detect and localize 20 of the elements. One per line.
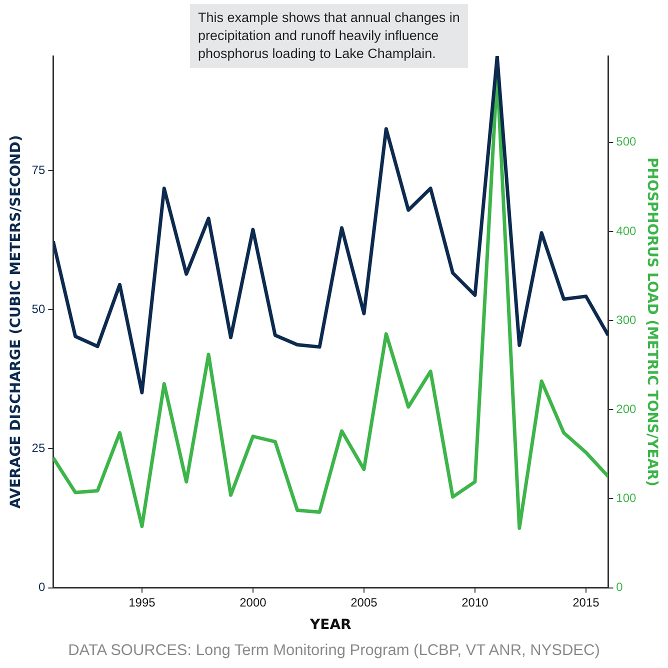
y-tick-label: 50 bbox=[32, 302, 46, 316]
text: DATA SOURCES: Long Term Monitoring Program (LCBP, VT ANR, NYSDEC) bbox=[67, 642, 601, 660]
y-tick-label: 0 bbox=[38, 580, 46, 594]
x-tick-label: 2005 bbox=[350, 595, 378, 610]
y2-axis-title: PHOSPHORUS LOAD (METRIC TONS/YEAR) bbox=[644, 157, 660, 486]
y2-tick-label: 100 bbox=[616, 491, 637, 506]
y-tick-label: 25 bbox=[32, 441, 46, 456]
x-tick-label: 2000 bbox=[240, 595, 267, 610]
x-tick-label: 2010 bbox=[462, 595, 489, 610]
x-tick-label: 2015 bbox=[572, 595, 600, 610]
y-axis-title: AVERAGE DISCHARGE (CUBIC METERS/SECOND) bbox=[8, 135, 24, 509]
y2-tick-label: 300 bbox=[616, 312, 637, 327]
x-tick-label: 1995 bbox=[128, 595, 156, 610]
y2-tick-label: 400 bbox=[616, 224, 637, 238]
y2-tick-label: 0 bbox=[616, 580, 624, 594]
y2-tick-label: 500 bbox=[616, 134, 637, 149]
x-axis-title: YEAR bbox=[309, 617, 352, 634]
y2-tick-label: 200 bbox=[616, 402, 637, 416]
y-tick-label: 75 bbox=[32, 162, 46, 177]
annotation: This example shows that annual changes in precipitation and runoff heavily influence phosphorus loading to Lake Champlain. bbox=[190, 4, 468, 68]
